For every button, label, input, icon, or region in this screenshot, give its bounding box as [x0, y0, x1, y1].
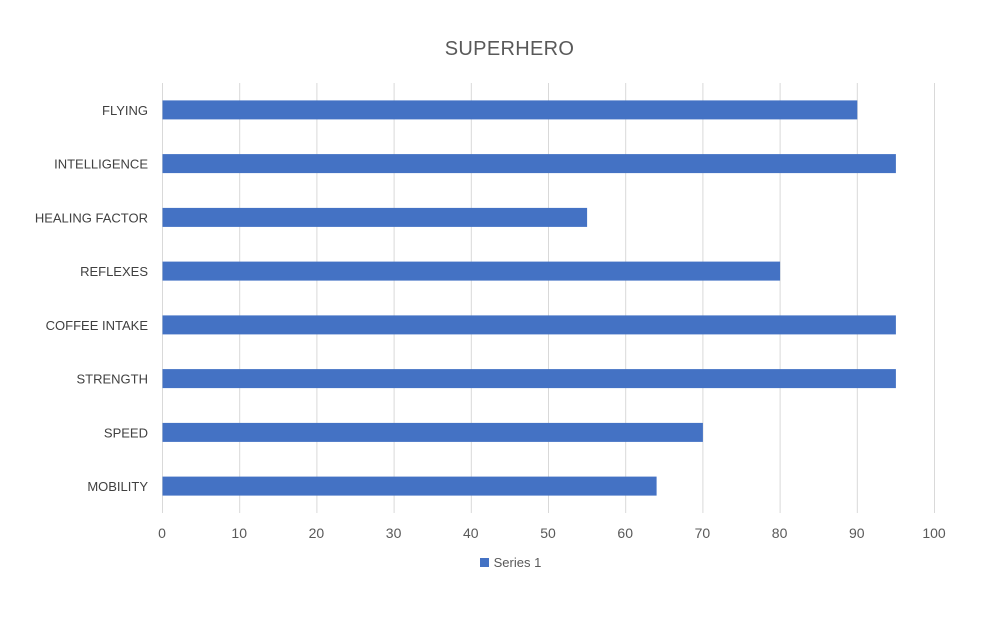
- legend-label: Series 1: [493, 555, 542, 570]
- x-tick-label: 80: [772, 525, 788, 541]
- category-label: INTELLIGENCE: [54, 157, 148, 172]
- bar: [162, 315, 896, 335]
- category-label: HEALING FACTOR: [35, 210, 148, 225]
- bar: [162, 369, 896, 389]
- x-tick-label: 60: [617, 525, 633, 541]
- x-tick-label: 50: [540, 525, 556, 541]
- x-tick-label: 20: [309, 525, 325, 541]
- x-tick-label: 30: [386, 525, 402, 541]
- x-tick-label: 100: [922, 525, 946, 541]
- legend-swatch: [479, 558, 489, 567]
- x-tick-label: 40: [463, 525, 479, 541]
- bar: [162, 476, 657, 496]
- legend: Series 1: [0, 555, 991, 570]
- bar: [162, 154, 896, 174]
- category-label: SPEED: [104, 425, 148, 440]
- category-label: COFFEE INTAKE: [46, 318, 149, 333]
- category-label: STRENGTH: [77, 372, 149, 387]
- x-tick-label: 0: [158, 525, 166, 541]
- x-tick-label: 90: [849, 525, 865, 541]
- x-tick-label: 70: [695, 525, 711, 541]
- x-tick-label: 10: [231, 525, 247, 541]
- category-label: MOBILITY: [87, 479, 148, 494]
- bar: [162, 100, 858, 120]
- bar: [162, 207, 588, 227]
- chart-title: SUPERHERO: [444, 38, 575, 60]
- bar: [162, 422, 703, 442]
- category-label: REFLEXES: [80, 264, 148, 279]
- bar: [162, 261, 781, 281]
- category-label: FLYING: [102, 103, 148, 118]
